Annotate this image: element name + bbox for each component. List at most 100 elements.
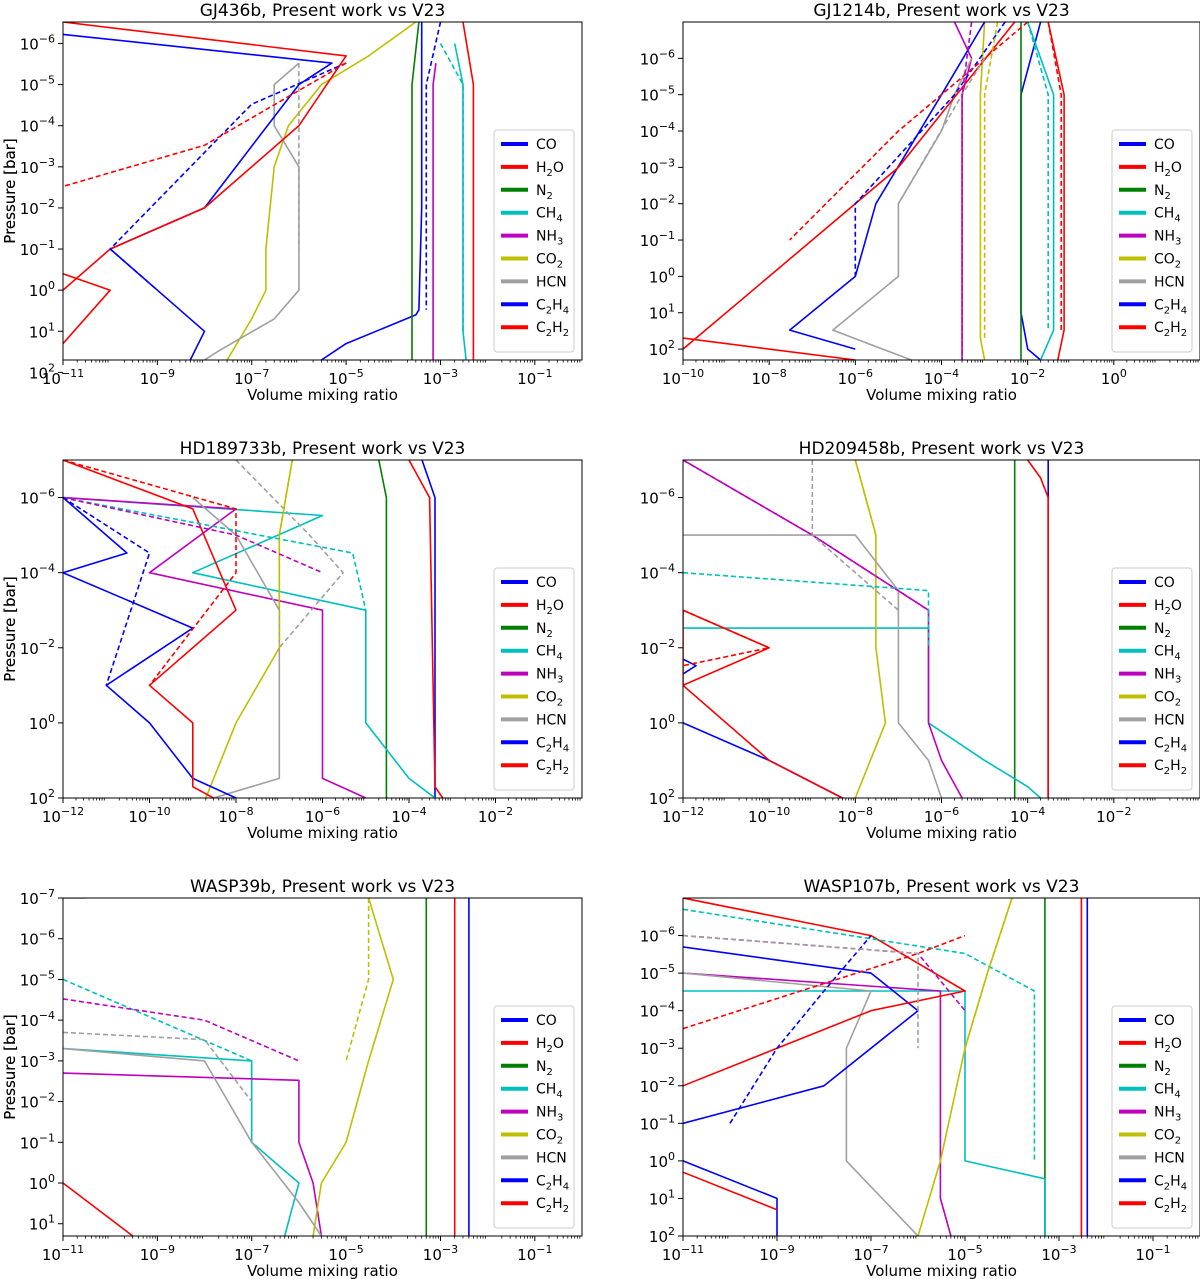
series-line-hcn-solid: [683, 972, 919, 1236]
legend-label: NH3: [536, 1105, 563, 1124]
y-tick-label: 102: [29, 361, 55, 382]
legend-label: CO: [536, 575, 557, 591]
legend-label: C2H2: [536, 1196, 569, 1215]
panel-4: 10−12 10−10 10−8 10−6 10−4 10−2 10−6 10−4 10−2 10…: [1, 439, 1200, 842]
legend-label: CO2: [536, 690, 563, 709]
legend: CO H2O N2 CH4 NH3 CO2 HCN C2H4 C2H2: [1111, 1005, 1193, 1229]
legend-label: CO2: [536, 1128, 563, 1147]
series-line-c2h4-solid: [683, 722, 843, 798]
y-tick-label: 100: [29, 279, 55, 300]
x-tick-label: 10−1: [517, 367, 552, 388]
legend-box: [1111, 129, 1193, 353]
x-tick-label: 10−10: [662, 367, 704, 388]
y-tick-label: 10−3: [20, 156, 55, 177]
legend-label: C2H4: [536, 297, 569, 316]
legend-label: N2: [1154, 1059, 1171, 1078]
y-tick-label: 102: [649, 787, 675, 808]
series-line-ch4-dashed: [63, 496, 367, 611]
x-tick-label: 10−9: [140, 1243, 175, 1264]
legend-label: NH3: [1154, 1105, 1181, 1124]
legend-label: N2: [1154, 183, 1171, 202]
y-tick-label: 10−1: [640, 229, 675, 250]
series-line-co2-dashed: [345, 898, 370, 1062]
series-line-hcn-dashed: [235, 460, 344, 649]
y-tick-label: 100: [649, 712, 675, 733]
series-line-co-dashed: [425, 22, 442, 310]
series-line-c2h2-solid: [683, 22, 1016, 350]
series-line-hcn-dashed: [683, 934, 919, 1049]
x-tick-label: 10−8: [752, 367, 787, 388]
series-line-c2h2-dashed: [63, 62, 347, 188]
y-tick-label: 101: [649, 302, 675, 323]
panel-6: 10−11 10−9 10−7 10−5 10−3 10−110−610−510−410−…: [1, 877, 1200, 1279]
legend-label: CH4: [1154, 206, 1181, 225]
x-tick-label: 10−4: [1010, 805, 1045, 826]
series-line-hcn-solid: [192, 496, 281, 798]
x-tick-label: 10−9: [759, 1243, 794, 1264]
series-line-ch4-dashed: [1026, 22, 1049, 331]
series-line-c2h4-solid: [788, 22, 986, 350]
chart-title: GJ436b, Present work vs V23: [200, 1, 446, 21]
series-line-co2-dashed: [278, 460, 294, 648]
axes-frame: [682, 897, 1200, 1237]
legend-label: CO2: [1154, 690, 1181, 709]
y-tick-label: 100: [649, 1150, 675, 1171]
y-tick-label: 10−2: [640, 1075, 675, 1096]
series-line-nh3-solid: [432, 62, 437, 360]
series-line-h2o-dashed: [1047, 22, 1062, 331]
series-line-c2h4-dashed: [109, 62, 347, 291]
legend-label: H2O: [536, 598, 564, 617]
x-tick-label: 10−2: [478, 805, 513, 826]
y-tick-label: 10−6: [20, 928, 55, 949]
y-axis-label: Pressure [bar]: [1, 576, 19, 681]
legend-label: CO: [536, 137, 557, 153]
y-tick-label: 102: [649, 1225, 675, 1246]
series-line-c2h2-solid: [683, 337, 856, 360]
y-tick-label: 10−2: [20, 637, 55, 658]
y-tick-label: 10−2: [640, 637, 675, 658]
series-line-hcn-solid: [204, 62, 300, 360]
chart-title: GJ1214b, Present work vs V23: [813, 1, 1069, 21]
legend-label: N2: [536, 183, 553, 202]
series-line-c2h4-dashed: [854, 22, 1006, 277]
series-line-ch4-solid: [453, 43, 467, 360]
legend-box: [493, 567, 575, 791]
x-axis-label: Volume mixing ratio: [866, 824, 1017, 842]
x-tick-label: 10−4: [391, 805, 426, 826]
series-line-c2h4-solid: [683, 1160, 778, 1236]
chart-title: HD189733b, Present work vs V23: [180, 439, 466, 459]
y-tick-label: 100: [29, 712, 55, 733]
series-line-h2o-solid: [1027, 460, 1049, 798]
series-line-c2h2-dashed: [63, 460, 237, 686]
y-tick-label: 10−4: [20, 562, 55, 583]
series-line-c2h2-solid: [63, 22, 347, 291]
series-group: [683, 898, 1089, 1236]
series-line-c2h2-solid: [63, 460, 237, 798]
chart-title: WASP39b, Present work vs V23: [190, 877, 455, 897]
legend: CO H2O N2 CH4 NH3 CO2 HCN C2H4 C2H2: [493, 129, 575, 353]
y-tick-label: 100: [649, 265, 675, 286]
y-tick-label: 10−6: [20, 487, 55, 508]
legend-label: C2H2: [536, 758, 569, 777]
y-tick-label: 102: [649, 338, 675, 359]
x-tick-label: 10−6: [838, 367, 873, 388]
legend-label: HCN: [536, 712, 567, 728]
x-tick-label: 10−1: [1135, 1243, 1170, 1264]
y-tick-label: 101: [29, 1213, 55, 1234]
y-tick-label: 10−5: [20, 74, 55, 95]
series-line-c2h2-solid: [683, 1171, 778, 1211]
x-tick-label: 10−8: [838, 805, 873, 826]
legend-label: CO: [1154, 575, 1175, 591]
x-axis-label: Volume mixing ratio: [866, 1262, 1017, 1279]
series-line-hcn-solid: [831, 57, 973, 360]
y-tick-label: 101: [649, 1187, 675, 1208]
x-tick-label: 10−12: [662, 805, 704, 826]
series-line-nh3-solid: [683, 972, 952, 1236]
legend-label: N2: [536, 621, 553, 640]
legend-label: C2H2: [536, 320, 569, 339]
series-line-co2-dashed: [854, 460, 877, 536]
legend-label: NH3: [536, 667, 563, 686]
x-tick-label: 10−7: [234, 367, 269, 388]
y-tick-label: 10−5: [20, 968, 55, 989]
legend-label: C2H2: [1154, 320, 1187, 339]
